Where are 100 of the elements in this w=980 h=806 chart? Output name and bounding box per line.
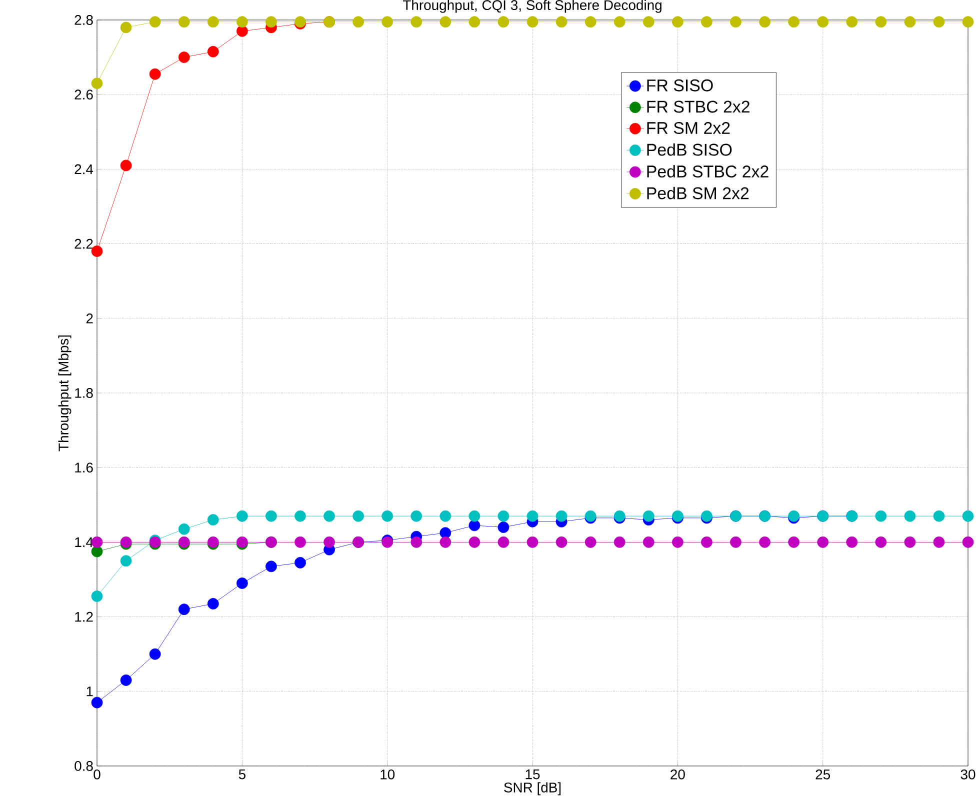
legend-label: FR SISO: [647, 79, 713, 92]
point: [526, 536, 538, 548]
legend-label: FR SM 2x2: [647, 122, 730, 134]
point: [207, 514, 219, 526]
point: [468, 520, 480, 532]
point: [324, 510, 335, 522]
legend-label: PedB STBC 2x2: [647, 165, 768, 178]
point: [91, 78, 103, 90]
point: [614, 536, 626, 548]
point: [468, 536, 480, 548]
point: [642, 510, 654, 522]
point: [759, 16, 770, 28]
chart-title: Throughput, CQI 3, Soft Sphere Decoding: [402, 0, 662, 13]
point: [672, 16, 684, 28]
y-tick-label: 0.8: [74, 761, 93, 771]
x-tick-label: 25: [816, 769, 830, 780]
point: [526, 16, 538, 28]
point: [933, 16, 945, 28]
point: [91, 546, 103, 558]
y-axis-title: Throughput [Mbps]: [58, 335, 72, 452]
point: [498, 16, 510, 28]
point: [440, 510, 452, 522]
point: [440, 16, 452, 28]
y-tick-label: 2.6: [74, 90, 93, 100]
point: [236, 510, 248, 522]
point: [294, 557, 306, 568]
y-tick-label: 1.6: [75, 462, 93, 473]
y-tick-label: 1: [86, 686, 93, 696]
point: [324, 536, 335, 548]
point: [352, 510, 364, 522]
point: [120, 160, 132, 172]
point: [498, 510, 510, 522]
point: [875, 536, 887, 548]
point: [933, 536, 945, 548]
point: [759, 536, 770, 548]
legend-label: PedB SISO: [647, 143, 732, 156]
point: [91, 696, 103, 708]
point: [207, 16, 219, 28]
point: [120, 674, 132, 686]
point: [584, 16, 596, 28]
point: [642, 536, 654, 548]
y-tick-label: 1.2: [75, 612, 93, 622]
point: [440, 536, 452, 548]
point: [294, 536, 306, 548]
y-tick-label: 1.8: [75, 388, 93, 398]
x-tick-label: 0: [94, 769, 100, 780]
point: [236, 16, 248, 28]
point: [468, 16, 480, 28]
point: [584, 536, 596, 548]
point: [178, 604, 190, 616]
point: [962, 510, 974, 522]
point: [556, 536, 568, 548]
y-tick-label: 2: [86, 314, 93, 324]
point: [875, 16, 887, 28]
point: [178, 16, 190, 28]
point: [817, 536, 829, 548]
point: [556, 510, 568, 522]
point: [614, 16, 626, 28]
point: [149, 16, 161, 28]
x-tick-label: 5: [238, 770, 246, 780]
point: [266, 510, 277, 522]
point: [904, 16, 916, 28]
point: [120, 555, 132, 567]
point: [730, 536, 742, 548]
point: [556, 16, 568, 28]
point: [701, 536, 712, 548]
point: [382, 510, 394, 522]
point: [178, 52, 190, 63]
point: [236, 578, 248, 589]
point: [817, 16, 829, 28]
x-tick-label: 15: [526, 770, 540, 780]
y-tick-label: 2.4: [74, 164, 94, 174]
point: [266, 560, 277, 572]
point: [410, 536, 422, 548]
point: [149, 68, 161, 80]
point: [642, 16, 654, 28]
x-tick-label: 30: [960, 769, 976, 780]
point: [788, 536, 800, 548]
point: [352, 16, 364, 28]
point: [788, 16, 800, 28]
point: [962, 16, 974, 28]
legend-label: PedB SM 2x2: [647, 186, 749, 200]
point: [207, 46, 219, 58]
point: [962, 536, 974, 548]
point: [933, 510, 945, 522]
point: [382, 16, 394, 28]
y-tick-label: 2.2: [74, 238, 93, 249]
point: [207, 598, 219, 610]
point: [91, 590, 103, 602]
point: [410, 16, 422, 28]
point: [266, 16, 277, 28]
point: [149, 648, 161, 660]
point: [498, 536, 510, 548]
x-tick-label: 10: [380, 769, 395, 780]
point: [730, 16, 742, 28]
point: [178, 523, 190, 535]
point: [904, 510, 916, 522]
x-axis-title: SNR [dB]: [504, 782, 561, 796]
x-tick-label: 20: [670, 769, 685, 780]
point: [468, 510, 480, 522]
